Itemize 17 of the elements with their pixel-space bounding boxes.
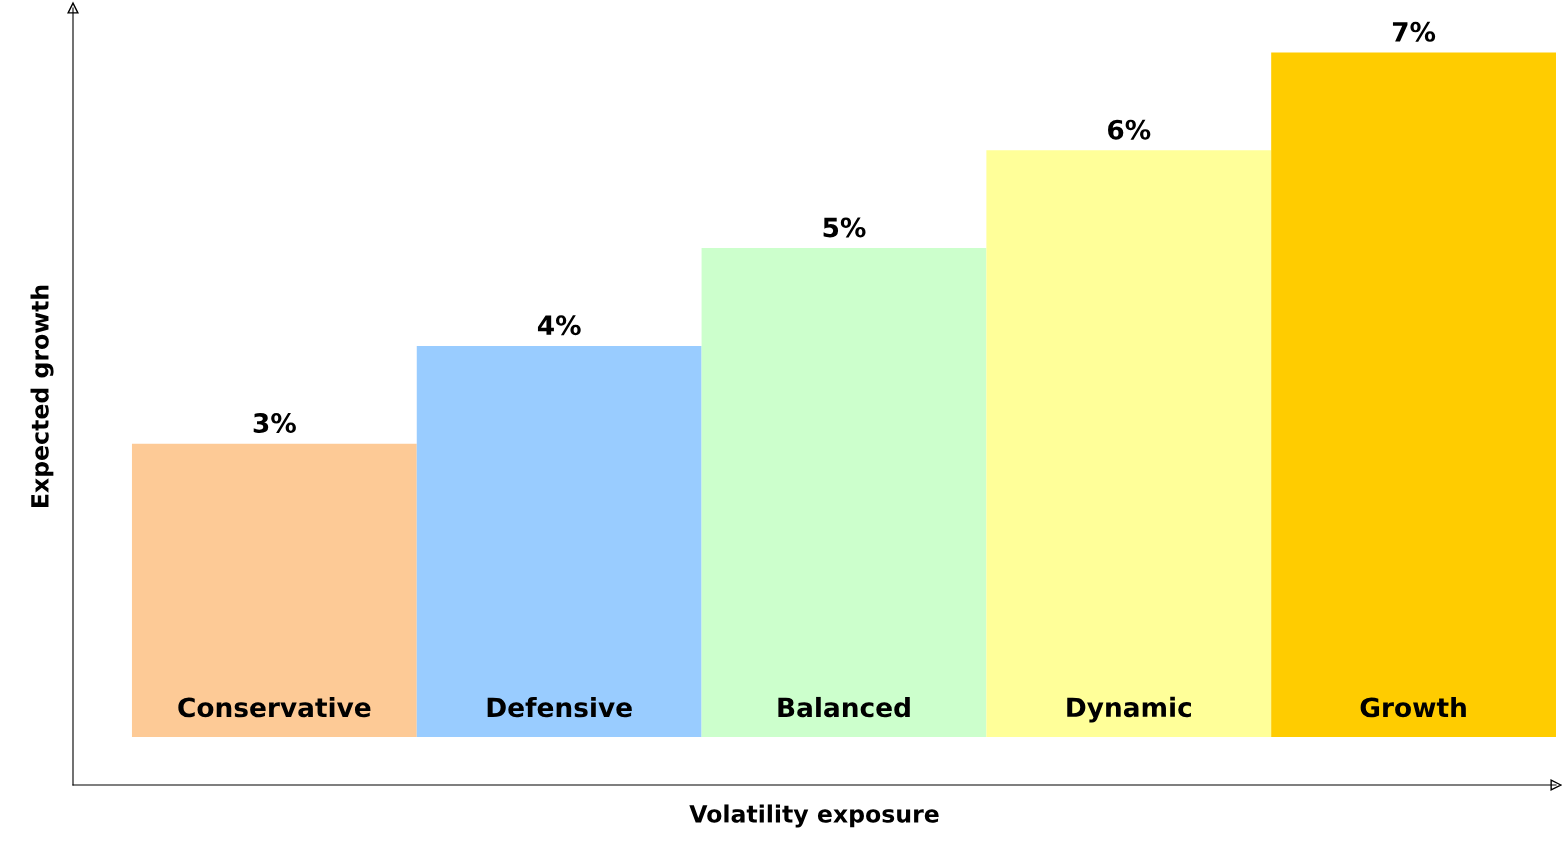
bar (701, 248, 987, 738)
x-tick-label: Conservative (178, 696, 371, 718)
data-label: 6% (1108, 119, 1151, 140)
x-axis-title: Volatility exposure (689, 804, 939, 828)
x-tick-label: Defensive (487, 696, 632, 718)
data-label: 5% (823, 217, 866, 238)
data-label: 7% (1392, 21, 1436, 42)
x-tick-label: Dynamic (1067, 696, 1191, 723)
bar (1271, 52, 1556, 738)
x-tick-label: Balanced (778, 696, 910, 718)
bar (131, 443, 417, 738)
bar (416, 345, 702, 738)
x-tick-label: Growth (1360, 696, 1466, 718)
bar (986, 150, 1272, 738)
data-label: 3% (253, 413, 296, 434)
y-axis-title: Expected growth (30, 285, 54, 508)
data-label: 4% (537, 315, 581, 336)
